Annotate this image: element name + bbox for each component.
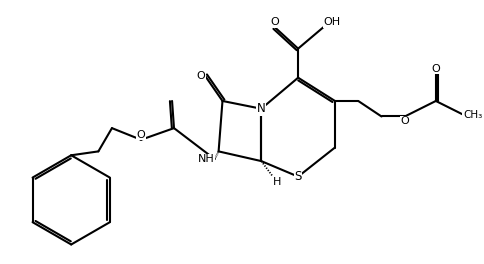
Text: OH: OH (323, 17, 340, 27)
Text: S: S (294, 170, 302, 183)
Text: N: N (257, 102, 266, 115)
Text: O: O (271, 17, 279, 27)
Text: O: O (431, 64, 440, 74)
Text: O: O (197, 71, 205, 81)
Text: O: O (400, 116, 409, 126)
Text: NH: NH (198, 154, 215, 164)
Text: O: O (136, 130, 145, 140)
Text: H: H (273, 177, 281, 187)
Text: CH₃: CH₃ (463, 110, 482, 120)
